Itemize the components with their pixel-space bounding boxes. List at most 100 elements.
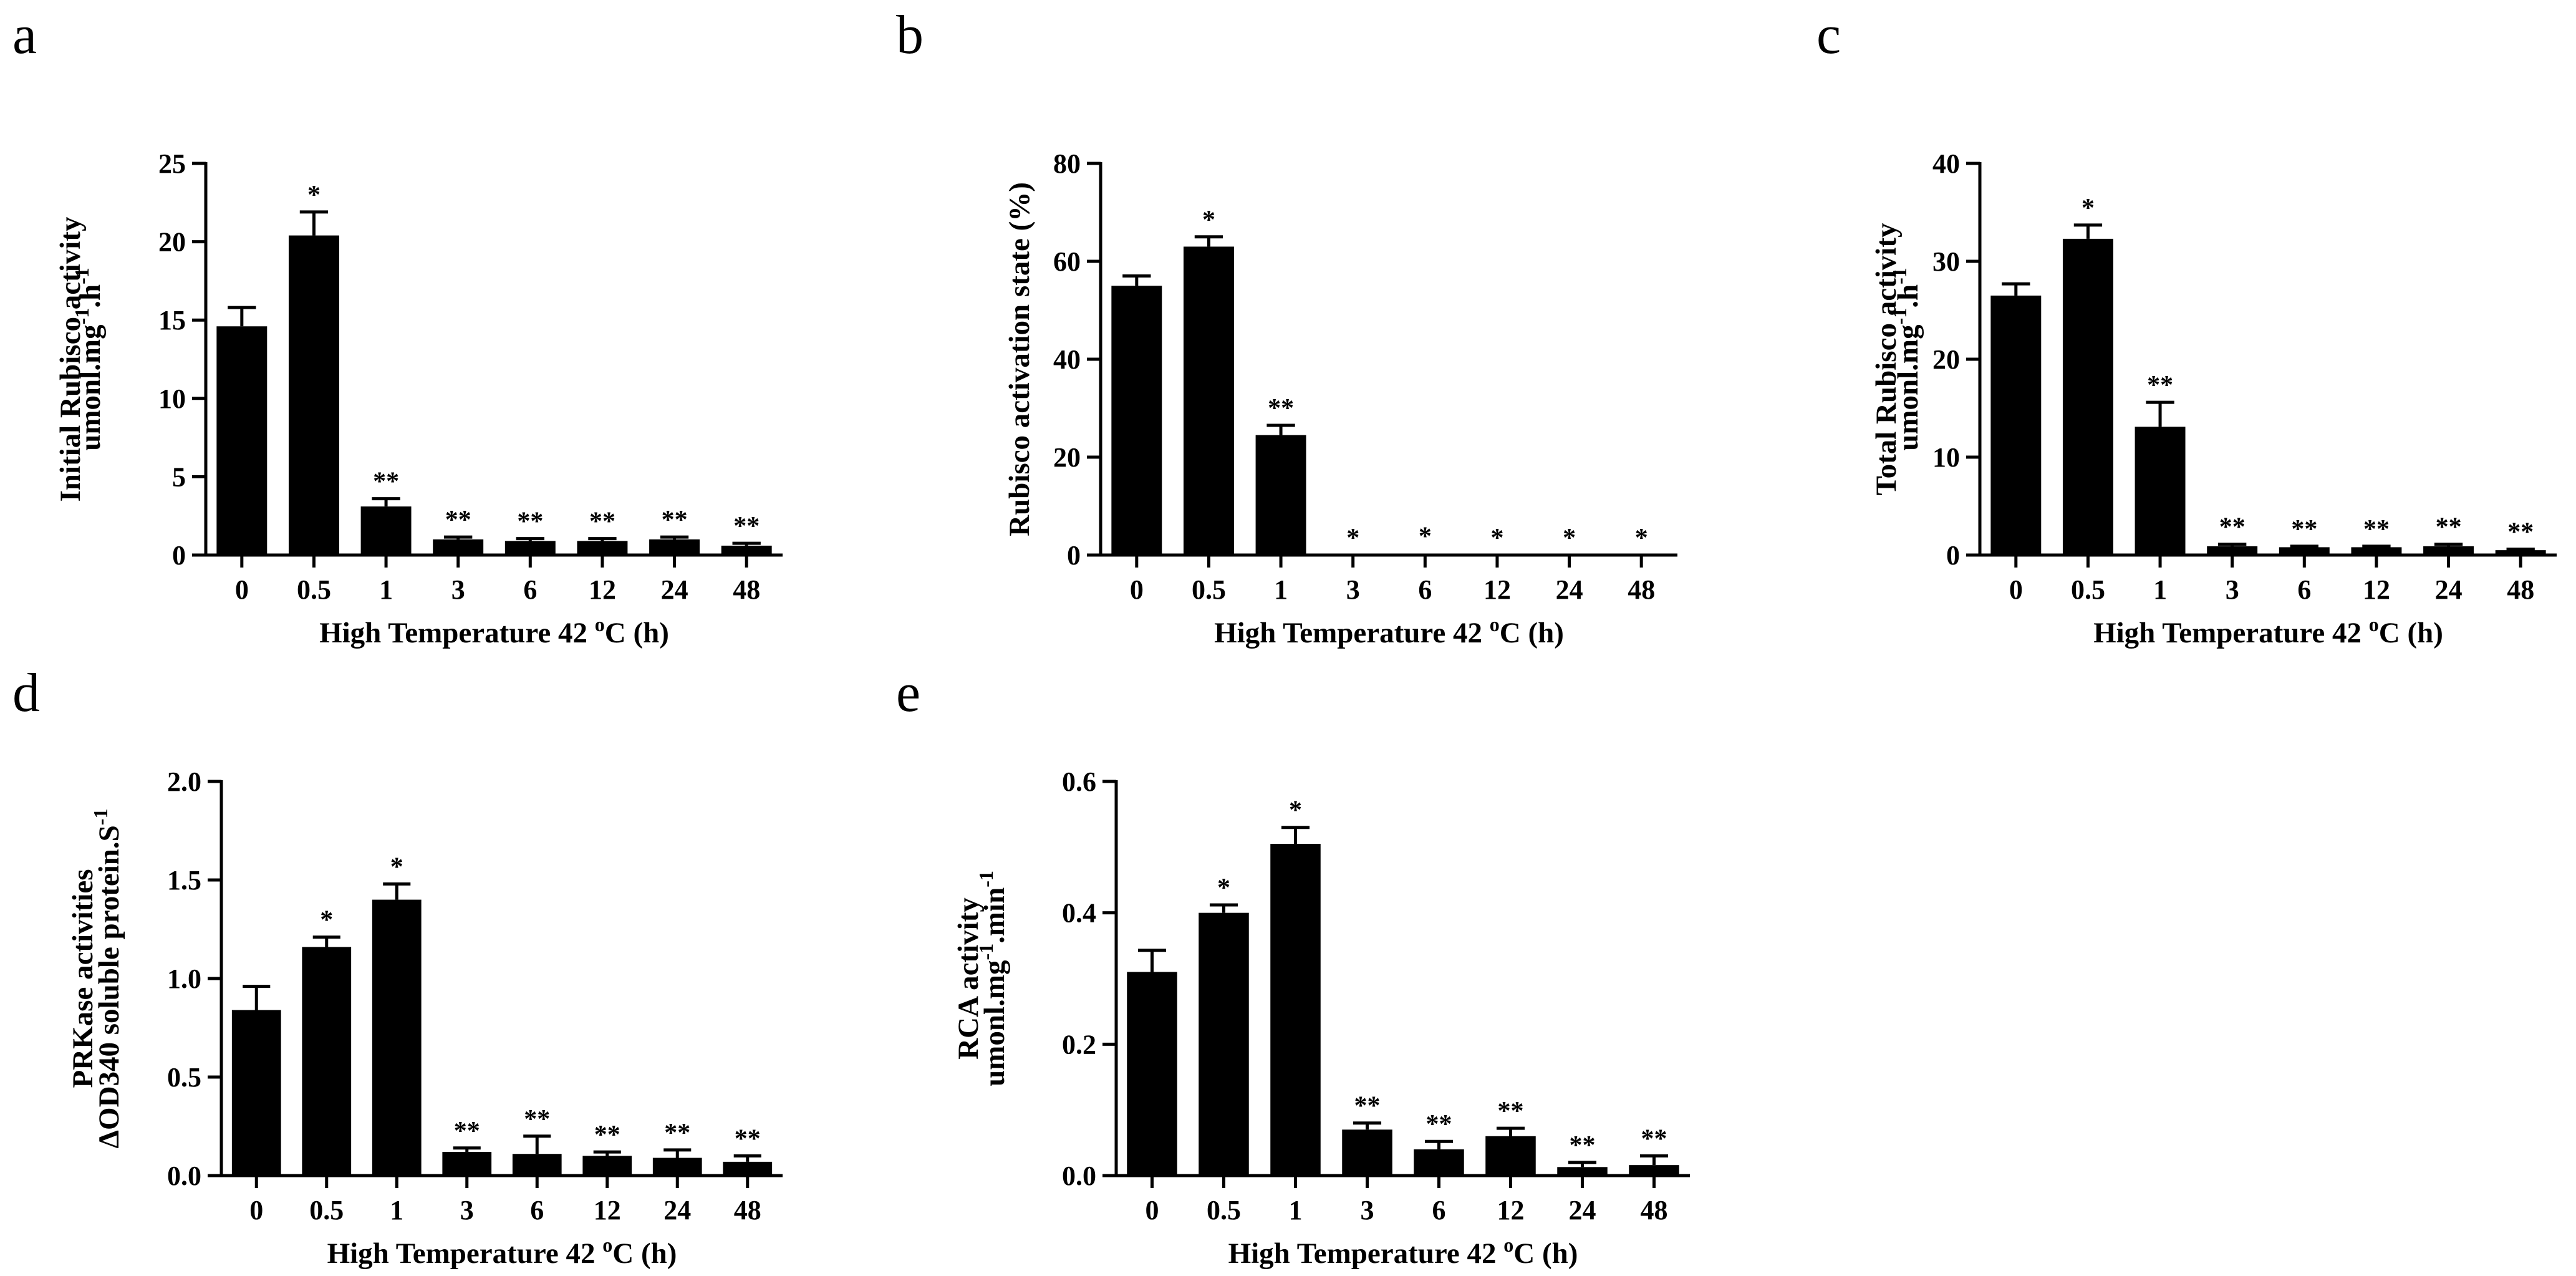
y-tick-label: 1.0: [167, 964, 201, 994]
y-tick-label: 0.0: [167, 1161, 201, 1191]
y-tick-label: 1.5: [167, 865, 201, 896]
significance-marker: **: [589, 508, 615, 536]
x-tick-label-6: 6: [2297, 574, 2311, 605]
bar-0: [216, 326, 268, 555]
panel-e: e 0.0 0.2 0.4 0.6 0 0.5 * 1 * 3 ** 6 ** 12 ** 24 ** 48 ** Hi…: [896, 663, 1690, 1270]
bar-6: [512, 1154, 562, 1176]
x-tick-label-48: 48: [733, 574, 760, 605]
significance-marker: **: [454, 1117, 480, 1146]
significance-marker: *: [1635, 524, 1648, 553]
significance-marker: *: [390, 853, 403, 881]
bar-24: [652, 1158, 702, 1176]
bar-0.5: [302, 947, 352, 1176]
panel-a: a 0 5 10 15 20 25 0 0.5 * 1 ** 3 ** 6 ** 12 ** 24 ** 48 ** Hig…: [12, 5, 783, 649]
x-tick-label-1: 1: [2153, 574, 2167, 605]
y-tick-label: 20: [1053, 442, 1081, 473]
y-tick-label: 0: [1067, 540, 1081, 571]
x-tick-label-24: 24: [1569, 1195, 1596, 1225]
x-axis-title: High Temperature 42 oC (h): [327, 1234, 677, 1270]
significance-marker: *: [1217, 874, 1230, 902]
y-axis-title-line2: umonl.mg-1.h-1: [1888, 268, 1924, 451]
x-tick-label-12: 12: [589, 574, 616, 605]
y-tick-label: 0.6: [1062, 766, 1096, 797]
panel-c: c 0 10 20 30 40 0 0.5 * 1 ** 3 ** 6 ** 12 ** 24 ** 48 ** High…: [1816, 5, 2557, 649]
bar-1: [2135, 427, 2186, 555]
x-axis-title: High Temperature 42 oC (h): [1228, 1234, 1578, 1270]
y-tick-label: 40: [1053, 344, 1081, 375]
bar-6: [1399, 553, 1450, 555]
y-tick-label: 0.0: [1062, 1161, 1096, 1191]
significance-marker: **: [517, 508, 543, 536]
bar-24: [2423, 546, 2474, 555]
bar-48: [1629, 1165, 1679, 1176]
y-axis-title-line1: Total Rubisco activity: [1870, 223, 1903, 495]
significance-marker: *: [320, 906, 333, 935]
x-tick-label-3: 3: [2226, 574, 2239, 605]
x-tick-label-6: 6: [530, 1195, 544, 1225]
x-tick-label-12: 12: [1497, 1195, 1525, 1225]
bar-12: [577, 541, 628, 555]
y-tick-label: 80: [1053, 148, 1081, 179]
y-axis-title-line1: PRKase activities: [67, 869, 99, 1088]
x-tick-label-0.5: 0.5: [309, 1195, 344, 1225]
bar-3: [1342, 1129, 1392, 1176]
x-tick-label-6: 6: [1432, 1195, 1446, 1225]
x-tick-label-0: 0: [249, 1195, 263, 1225]
bar-3: [2207, 546, 2258, 555]
x-tick-label-0: 0: [1146, 1195, 1159, 1225]
bar-24: [1557, 1167, 1608, 1176]
significance-marker: **: [1354, 1092, 1381, 1121]
y-axis-title: Rubisco activation state (%): [1003, 182, 1036, 536]
significance-marker: **: [662, 506, 688, 534]
y-tick-label: 0: [172, 540, 186, 571]
x-tick-label-48: 48: [734, 1195, 761, 1225]
significance-marker: **: [2147, 371, 2173, 400]
bar-24: [649, 539, 700, 555]
y-tick-label: 60: [1053, 246, 1081, 277]
x-tick-label-3: 3: [1361, 1195, 1374, 1225]
y-tick-label: 30: [1932, 246, 1960, 277]
y-tick-label: 0: [1946, 540, 1960, 571]
y-tick-label: 15: [158, 305, 186, 336]
significance-marker: **: [2291, 515, 2317, 544]
x-tick-label-24: 24: [2435, 574, 2463, 605]
panel-b: b 0 20 40 60 80 0 0.5 * 1 ** 3 * 6 * 12 * 24 * 48 * High Temp…: [896, 5, 1677, 649]
x-tick-label-0.5: 0.5: [1207, 1195, 1241, 1225]
x-tick-label-3: 3: [1346, 574, 1360, 605]
significance-marker: **: [2436, 513, 2462, 542]
bar-48: [721, 545, 772, 555]
y-tick-label: 5: [172, 462, 186, 492]
x-axis-title: High Temperature 42 oC (h): [1214, 613, 1564, 649]
x-tick-label-0.5: 0.5: [297, 574, 331, 605]
significance-marker: *: [1563, 524, 1576, 553]
bar-0.5: [288, 235, 339, 555]
y-tick-label: 10: [1932, 442, 1960, 473]
x-axis-title: High Temperature 42 oC (h): [319, 613, 669, 649]
x-tick-label-1: 1: [1274, 574, 1288, 605]
significance-marker: **: [524, 1105, 550, 1134]
y-axis-title-line2: umonl.mg-1.min-1: [975, 871, 1011, 1086]
x-tick-label-0.5: 0.5: [2071, 574, 2105, 605]
x-tick-label-48: 48: [2507, 574, 2534, 605]
panel-d: d 0.0 0.5 1.0 1.5 2.0 0 0.5 * 1 * 3 ** 6 ** 12 ** 24 ** 48 *…: [12, 663, 783, 1270]
significance-marker: **: [373, 468, 399, 496]
bar-0: [1127, 972, 1177, 1176]
bar-3: [433, 539, 484, 555]
bar-1: [1255, 435, 1306, 555]
y-tick-label: 0.4: [1062, 898, 1096, 929]
x-tick-label-6: 6: [523, 574, 537, 605]
significance-marker: *: [1419, 523, 1432, 551]
x-tick-label-24: 24: [1556, 574, 1583, 605]
y-tick-label: 40: [1932, 148, 1960, 179]
panel-letter-a: a: [12, 5, 37, 65]
y-tick-label: 0.2: [1062, 1029, 1096, 1060]
significance-marker: **: [445, 506, 471, 534]
y-tick-label: 25: [158, 148, 186, 179]
y-axis-title-line2: ΔOD340 soluble protein.S-1: [89, 809, 125, 1149]
significance-marker: *: [1490, 524, 1503, 553]
x-tick-label-0: 0: [1130, 574, 1144, 605]
bar-1: [360, 506, 412, 555]
y-tick-label: 10: [158, 384, 186, 414]
x-tick-label-6: 6: [1418, 574, 1432, 605]
x-tick-label-48: 48: [1641, 1195, 1668, 1225]
